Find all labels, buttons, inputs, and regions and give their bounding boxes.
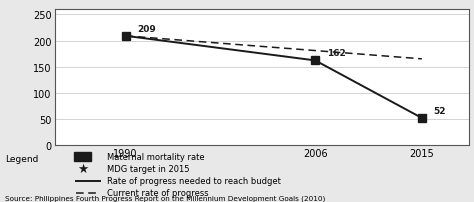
Text: 52: 52 bbox=[434, 106, 446, 115]
Text: 162: 162 bbox=[327, 49, 346, 58]
Text: 209: 209 bbox=[137, 25, 156, 34]
Text: Current rate of progress: Current rate of progress bbox=[107, 188, 208, 197]
Text: Source: Philippines Fourth Progress Report on the Millennium Development Goals (: Source: Philippines Fourth Progress Repo… bbox=[5, 195, 325, 201]
Text: MDG target in 2015: MDG target in 2015 bbox=[107, 164, 189, 173]
Text: Maternal mortality rate: Maternal mortality rate bbox=[107, 152, 204, 161]
Text: Legend: Legend bbox=[5, 155, 38, 163]
Text: Rate of progress needed to reach budget: Rate of progress needed to reach budget bbox=[107, 176, 281, 185]
Text: ★: ★ bbox=[77, 162, 89, 175]
